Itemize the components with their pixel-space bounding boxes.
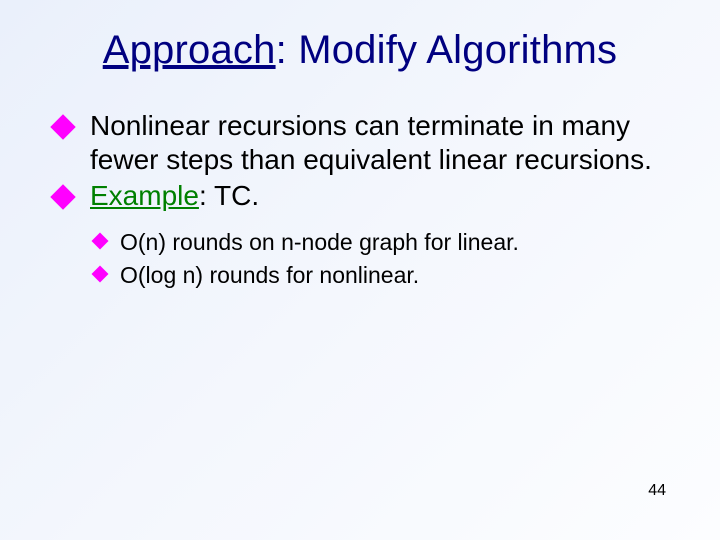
level1-list: Nonlinear recursions can terminate in ma… — [50, 109, 670, 213]
bullet-text: Nonlinear recursions can terminate in ma… — [90, 110, 652, 175]
bullet-text: O(n) rounds on n-node graph for linear. — [120, 229, 519, 255]
diamond-bullet-icon — [92, 265, 109, 282]
title-underlined: Approach — [103, 28, 276, 72]
title-rest: : Modify Algorithms — [276, 28, 618, 72]
slide-title: Approach: Modify Algorithms — [50, 28, 670, 73]
list-item: O(log n) rounds for nonlinear. — [50, 260, 670, 290]
bullet-text: O(log n) rounds for nonlinear. — [120, 262, 419, 288]
diamond-bullet-icon — [50, 114, 75, 139]
list-item: O(n) rounds on n-node graph for linear. — [50, 227, 670, 257]
diamond-bullet-icon — [50, 185, 75, 210]
diamond-bullet-icon — [92, 233, 109, 250]
example-label: Example — [90, 180, 199, 211]
slide: Approach: Modify Algorithms Nonlinear re… — [0, 0, 720, 540]
list-item: Example: TC. — [50, 179, 670, 213]
level2-list: O(n) rounds on n-node graph for linear. … — [50, 227, 670, 290]
page-number: 44 — [648, 482, 666, 500]
list-item: Nonlinear recursions can terminate in ma… — [50, 109, 670, 177]
example-rest: : TC. — [199, 180, 259, 211]
